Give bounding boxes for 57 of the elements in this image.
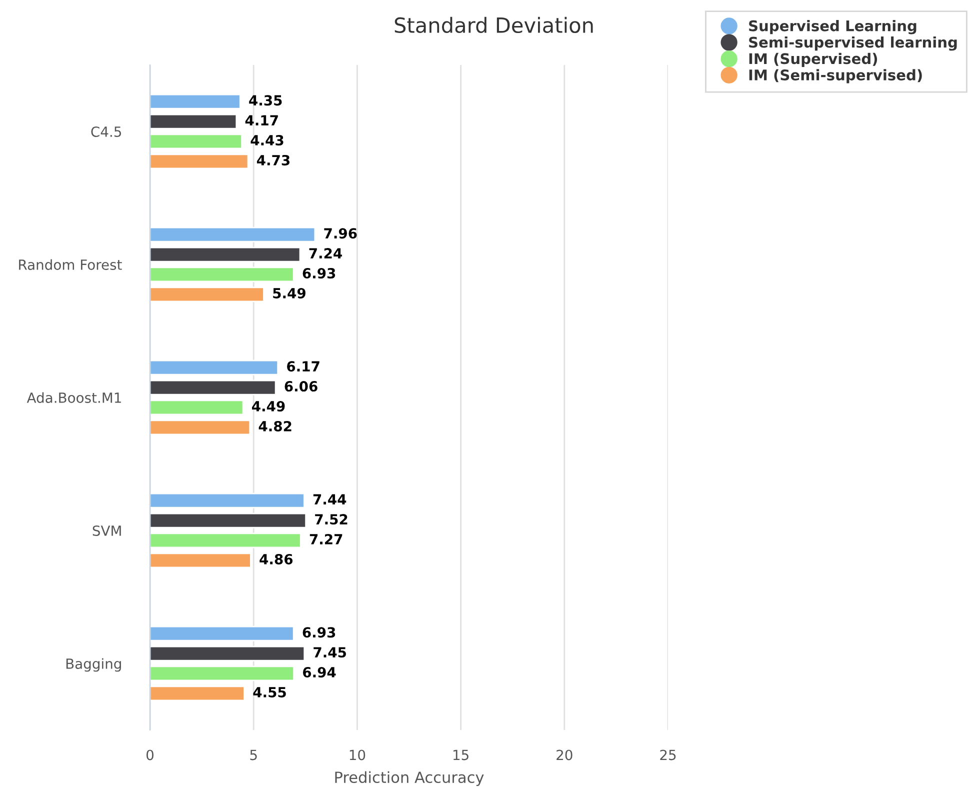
bar <box>150 420 251 436</box>
data-label: 7.52 <box>315 514 348 525</box>
data-label: 4.49 <box>252 401 285 412</box>
x-tick-label: 25 <box>660 750 676 760</box>
x-tick-label: 10 <box>350 750 366 760</box>
bar <box>150 626 294 642</box>
x-tick-label: 20 <box>556 750 572 760</box>
x-tick-label: 0 <box>146 750 154 760</box>
data-label: 4.43 <box>250 135 284 146</box>
legend-label: IM (Supervised) <box>749 52 878 67</box>
x-tick-label: 5 <box>250 750 257 760</box>
data-label: 7.45 <box>314 647 346 658</box>
bar <box>150 666 294 682</box>
data-label: 6.94 <box>302 667 336 678</box>
data-label: 6.06 <box>284 381 318 392</box>
y-tick-label: Ada.Boost.M1 <box>26 392 121 403</box>
bar <box>150 226 316 242</box>
bar <box>150 492 305 508</box>
data-label: 4.73 <box>256 154 290 166</box>
data-label: 7.44 <box>313 494 346 504</box>
data-label: 5.49 <box>273 288 306 298</box>
y-tick-label: SVM <box>92 525 121 536</box>
bar <box>150 646 306 662</box>
bar <box>150 380 276 396</box>
bar <box>150 552 252 568</box>
bar <box>150 246 301 262</box>
data-label: 4.82 <box>258 420 292 432</box>
y-tick-label: Bagging <box>66 658 121 672</box>
x-tick-label: 15 <box>453 750 468 760</box>
x-axis-title: Prediction Accuracy <box>335 771 484 786</box>
legend-label: Supervised Learning <box>749 20 916 34</box>
bar <box>150 94 241 110</box>
data-label: 6.93 <box>302 268 336 279</box>
bar <box>150 686 245 702</box>
y-tick-label: Random Forest <box>19 259 122 270</box>
bar <box>150 134 242 150</box>
legend-label: Semi-supervised learning <box>749 36 957 51</box>
data-label: 4.55 <box>253 687 286 698</box>
y-tick-label: C4.5 <box>91 126 122 137</box>
bar <box>150 512 307 528</box>
bar <box>150 114 238 130</box>
data-label: 4.86 <box>260 554 293 564</box>
chart-title: Standard Deviation <box>394 16 593 34</box>
data-label: 6.93 <box>302 627 336 638</box>
bar <box>150 532 302 548</box>
bar <box>150 360 279 376</box>
bar <box>150 154 249 170</box>
data-label: 4.35 <box>249 95 282 106</box>
data-label: 4.17 <box>245 115 278 126</box>
data-label: 7.24 <box>309 248 342 258</box>
bar <box>150 286 264 302</box>
data-label: 7.96 <box>324 228 357 239</box>
data-label: 6.17 <box>287 361 320 372</box>
bar <box>150 400 244 416</box>
bar <box>150 266 294 282</box>
data-label: 7.27 <box>310 534 342 544</box>
legend-label: IM (Semi-supervised) <box>749 69 922 84</box>
